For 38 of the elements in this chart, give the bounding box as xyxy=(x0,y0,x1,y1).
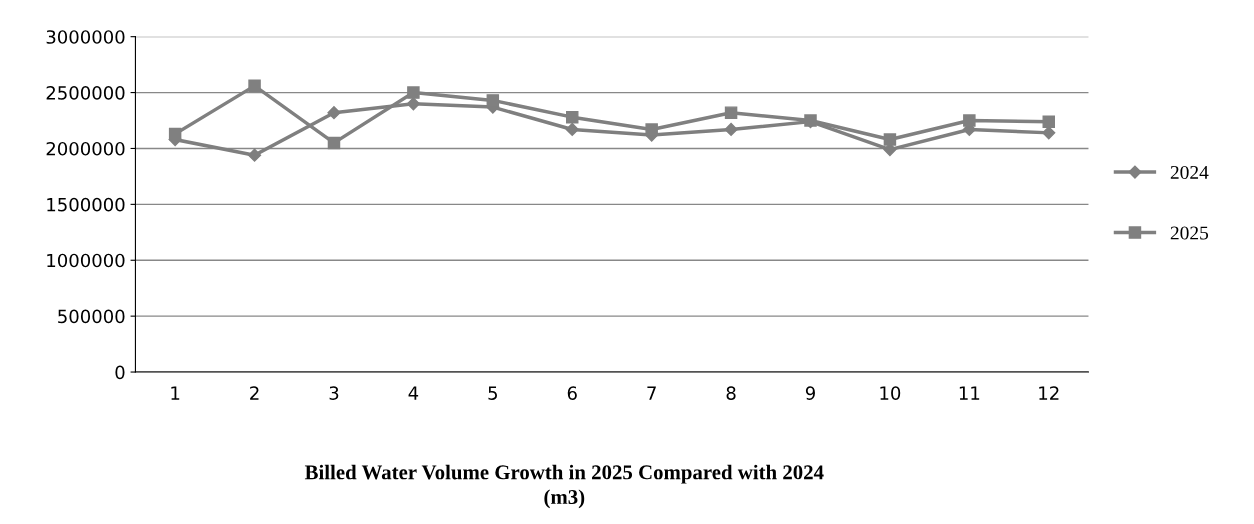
x-tick-label: 12 xyxy=(1039,386,1059,400)
legend-label: 2024 xyxy=(1170,165,1209,180)
point xyxy=(168,127,182,141)
y-tick-label: 3000000 xyxy=(46,30,125,44)
x-tick-label: 4 xyxy=(408,386,419,400)
y-tick-label: 1500000 xyxy=(47,197,125,212)
point xyxy=(247,148,262,162)
y-tick-label: 1000000 xyxy=(47,253,125,268)
point xyxy=(327,136,341,150)
point xyxy=(327,106,341,120)
point xyxy=(1042,115,1056,128)
x-tick-label: 8 xyxy=(726,386,736,400)
point xyxy=(724,122,738,137)
x-tick-label: 3 xyxy=(329,386,339,400)
y-tick-label: 2000000 xyxy=(46,141,125,156)
x-tick-label: 9 xyxy=(805,386,815,400)
x-tick-label: 5 xyxy=(488,386,497,400)
x-tick-label: 7 xyxy=(647,386,656,400)
x-tick-label: 2 xyxy=(250,386,259,400)
point xyxy=(406,97,420,111)
y-tick-label: 0 xyxy=(115,365,125,380)
x-tick-label: 6 xyxy=(567,386,577,400)
point xyxy=(963,114,976,127)
x-tick-label: 10 xyxy=(880,386,901,400)
y-tick-label: 500000 xyxy=(58,309,125,324)
point xyxy=(407,86,420,99)
x-tick-label: 11 xyxy=(959,386,980,400)
point xyxy=(724,106,738,119)
x-tick-label: 1 xyxy=(171,386,180,400)
point xyxy=(565,122,579,137)
point xyxy=(248,79,261,93)
legend-label: 2025 xyxy=(1170,226,1209,240)
point xyxy=(883,133,897,146)
point xyxy=(565,110,579,124)
text: Billed Water Volume Growth in 2025 Compared with 2024 (m3) xyxy=(304,464,824,509)
point xyxy=(486,94,500,107)
y-tick-label: 2500000 xyxy=(46,86,125,100)
point xyxy=(1042,126,1056,140)
